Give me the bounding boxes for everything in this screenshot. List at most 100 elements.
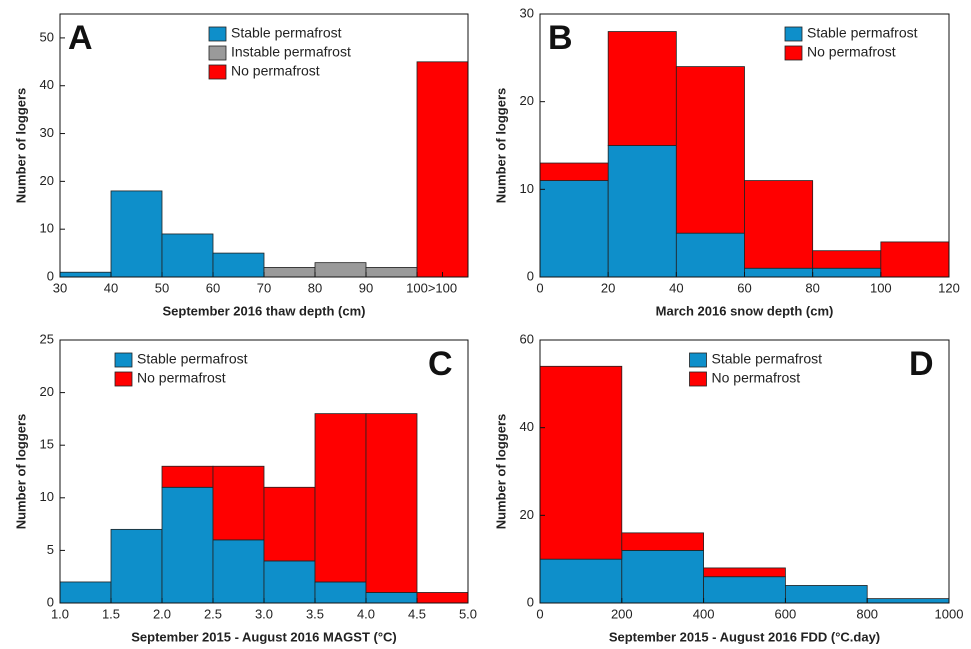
- y-axis-label: Number of loggers: [13, 88, 28, 204]
- bar: [785, 585, 868, 604]
- legend-swatch: [689, 371, 707, 387]
- bar: [621, 550, 704, 604]
- x-tick-label: 80: [805, 280, 819, 295]
- y-tick-label: 15: [40, 437, 54, 452]
- y-axis-label: Number of loggers: [13, 414, 28, 530]
- y-tick-label: 0: [47, 594, 54, 609]
- x-tick-label: 800: [856, 606, 878, 621]
- x-tick-label: 3.5: [306, 606, 324, 621]
- plot-frame: [539, 339, 950, 604]
- y-axis-label: Number of loggers: [493, 414, 508, 530]
- panel: 0 10 20 30 40 50 30 40 50 60 70 80 90 100 >100 Septembe…: [13, 13, 469, 318]
- panel-label: C: [428, 345, 453, 383]
- x-tick-label: 100: [870, 280, 892, 295]
- bar: [314, 413, 367, 583]
- x-tick-label: 50: [155, 280, 169, 295]
- legend-swatch: [208, 64, 227, 80]
- y-tick-label: 40: [520, 419, 534, 434]
- bar: [212, 465, 265, 541]
- x-axis-label: March 2016 snow depth (cm): [656, 303, 834, 318]
- x-tick-label: 2.0: [153, 606, 171, 621]
- x-tick-label: 4.0: [357, 606, 375, 621]
- bar: [703, 567, 786, 578]
- y-axis-label: Number of loggers: [493, 88, 508, 204]
- y-tick-label: 20: [40, 384, 54, 399]
- y-tick-label: 60: [520, 331, 534, 346]
- legend-swatch: [784, 45, 803, 61]
- x-tick-label: 120: [938, 280, 960, 295]
- legend-swatch: [689, 352, 707, 368]
- bar: [675, 232, 745, 278]
- bar: [314, 581, 367, 604]
- bar: [812, 267, 882, 278]
- bar: [607, 145, 677, 278]
- y-tick-label: 25: [40, 331, 54, 346]
- bar: [539, 365, 623, 560]
- bar: [365, 413, 418, 593]
- bar: [703, 576, 786, 604]
- legend-swatch: [208, 45, 227, 61]
- legend-label: Stable permafrost: [231, 25, 342, 41]
- bar: [161, 486, 214, 604]
- bar: [880, 241, 950, 278]
- x-tick-label: 4.5: [408, 606, 426, 621]
- x-tick-label: 40: [669, 280, 683, 295]
- bar: [607, 31, 677, 146]
- legend-label: No permafrost: [712, 370, 801, 386]
- bar: [744, 267, 814, 278]
- y-tick-label: 20: [520, 93, 534, 108]
- y-tick-label: 0: [527, 594, 534, 609]
- x-tick-label: 400: [693, 606, 715, 621]
- x-tick-label: 3.0: [255, 606, 273, 621]
- bar: [263, 267, 316, 278]
- bar: [212, 539, 265, 604]
- bar: [365, 592, 418, 604]
- bar: [416, 592, 469, 604]
- legend-swatch: [208, 26, 227, 42]
- x-tick-label: 20: [601, 280, 615, 295]
- y-tick-label: 5: [47, 542, 54, 557]
- x-tick-label: >100: [428, 280, 457, 295]
- bar: [866, 598, 950, 604]
- x-tick-label: 2.5: [204, 606, 222, 621]
- bar: [110, 190, 163, 278]
- legend-label: Instable permafrost: [231, 44, 351, 60]
- x-tick-label: 0: [536, 280, 543, 295]
- x-tick-label: 60: [206, 280, 220, 295]
- legend-label: No permafrost: [137, 370, 226, 386]
- bar: [161, 233, 214, 278]
- panel-label: D: [909, 345, 934, 383]
- y-tick-label: 30: [520, 5, 534, 20]
- bar: [539, 180, 609, 278]
- x-tick-label: 30: [53, 280, 67, 295]
- legend-label: Stable permafrost: [137, 351, 248, 367]
- x-tick-label: 100: [406, 280, 428, 295]
- panel: 0 5 10 15 20 25 1.0 1.5 2.0 2.5 3.0 3.5 4.0 4.5 5.0 Sep…: [13, 331, 477, 644]
- legend-label: Stable permafrost: [712, 351, 823, 367]
- bar: [744, 180, 814, 269]
- bar: [416, 61, 469, 278]
- x-tick-label: 1000: [935, 606, 964, 621]
- bar: [263, 486, 316, 562]
- y-tick-label: 10: [40, 221, 54, 236]
- legend-swatch: [114, 352, 133, 368]
- x-tick-label: 600: [775, 606, 797, 621]
- x-tick-label: 70: [257, 280, 271, 295]
- y-tick-label: 10: [520, 181, 534, 196]
- x-tick-label: 90: [359, 280, 373, 295]
- panel-label: B: [548, 19, 573, 57]
- bar: [812, 250, 882, 269]
- x-tick-label: 5.0: [459, 606, 477, 621]
- panel-label: A: [68, 19, 93, 57]
- y-tick-label: 40: [40, 77, 54, 92]
- x-tick-label: 60: [737, 280, 751, 295]
- x-tick-label: 80: [308, 280, 322, 295]
- y-tick-label: 20: [40, 173, 54, 188]
- x-tick-label: 200: [611, 606, 633, 621]
- bar: [539, 162, 609, 181]
- panel: 0 10 20 30 0 20 40 60 80 100 120 March 2016 snow de…: [493, 5, 959, 318]
- x-tick-label: 1.5: [102, 606, 120, 621]
